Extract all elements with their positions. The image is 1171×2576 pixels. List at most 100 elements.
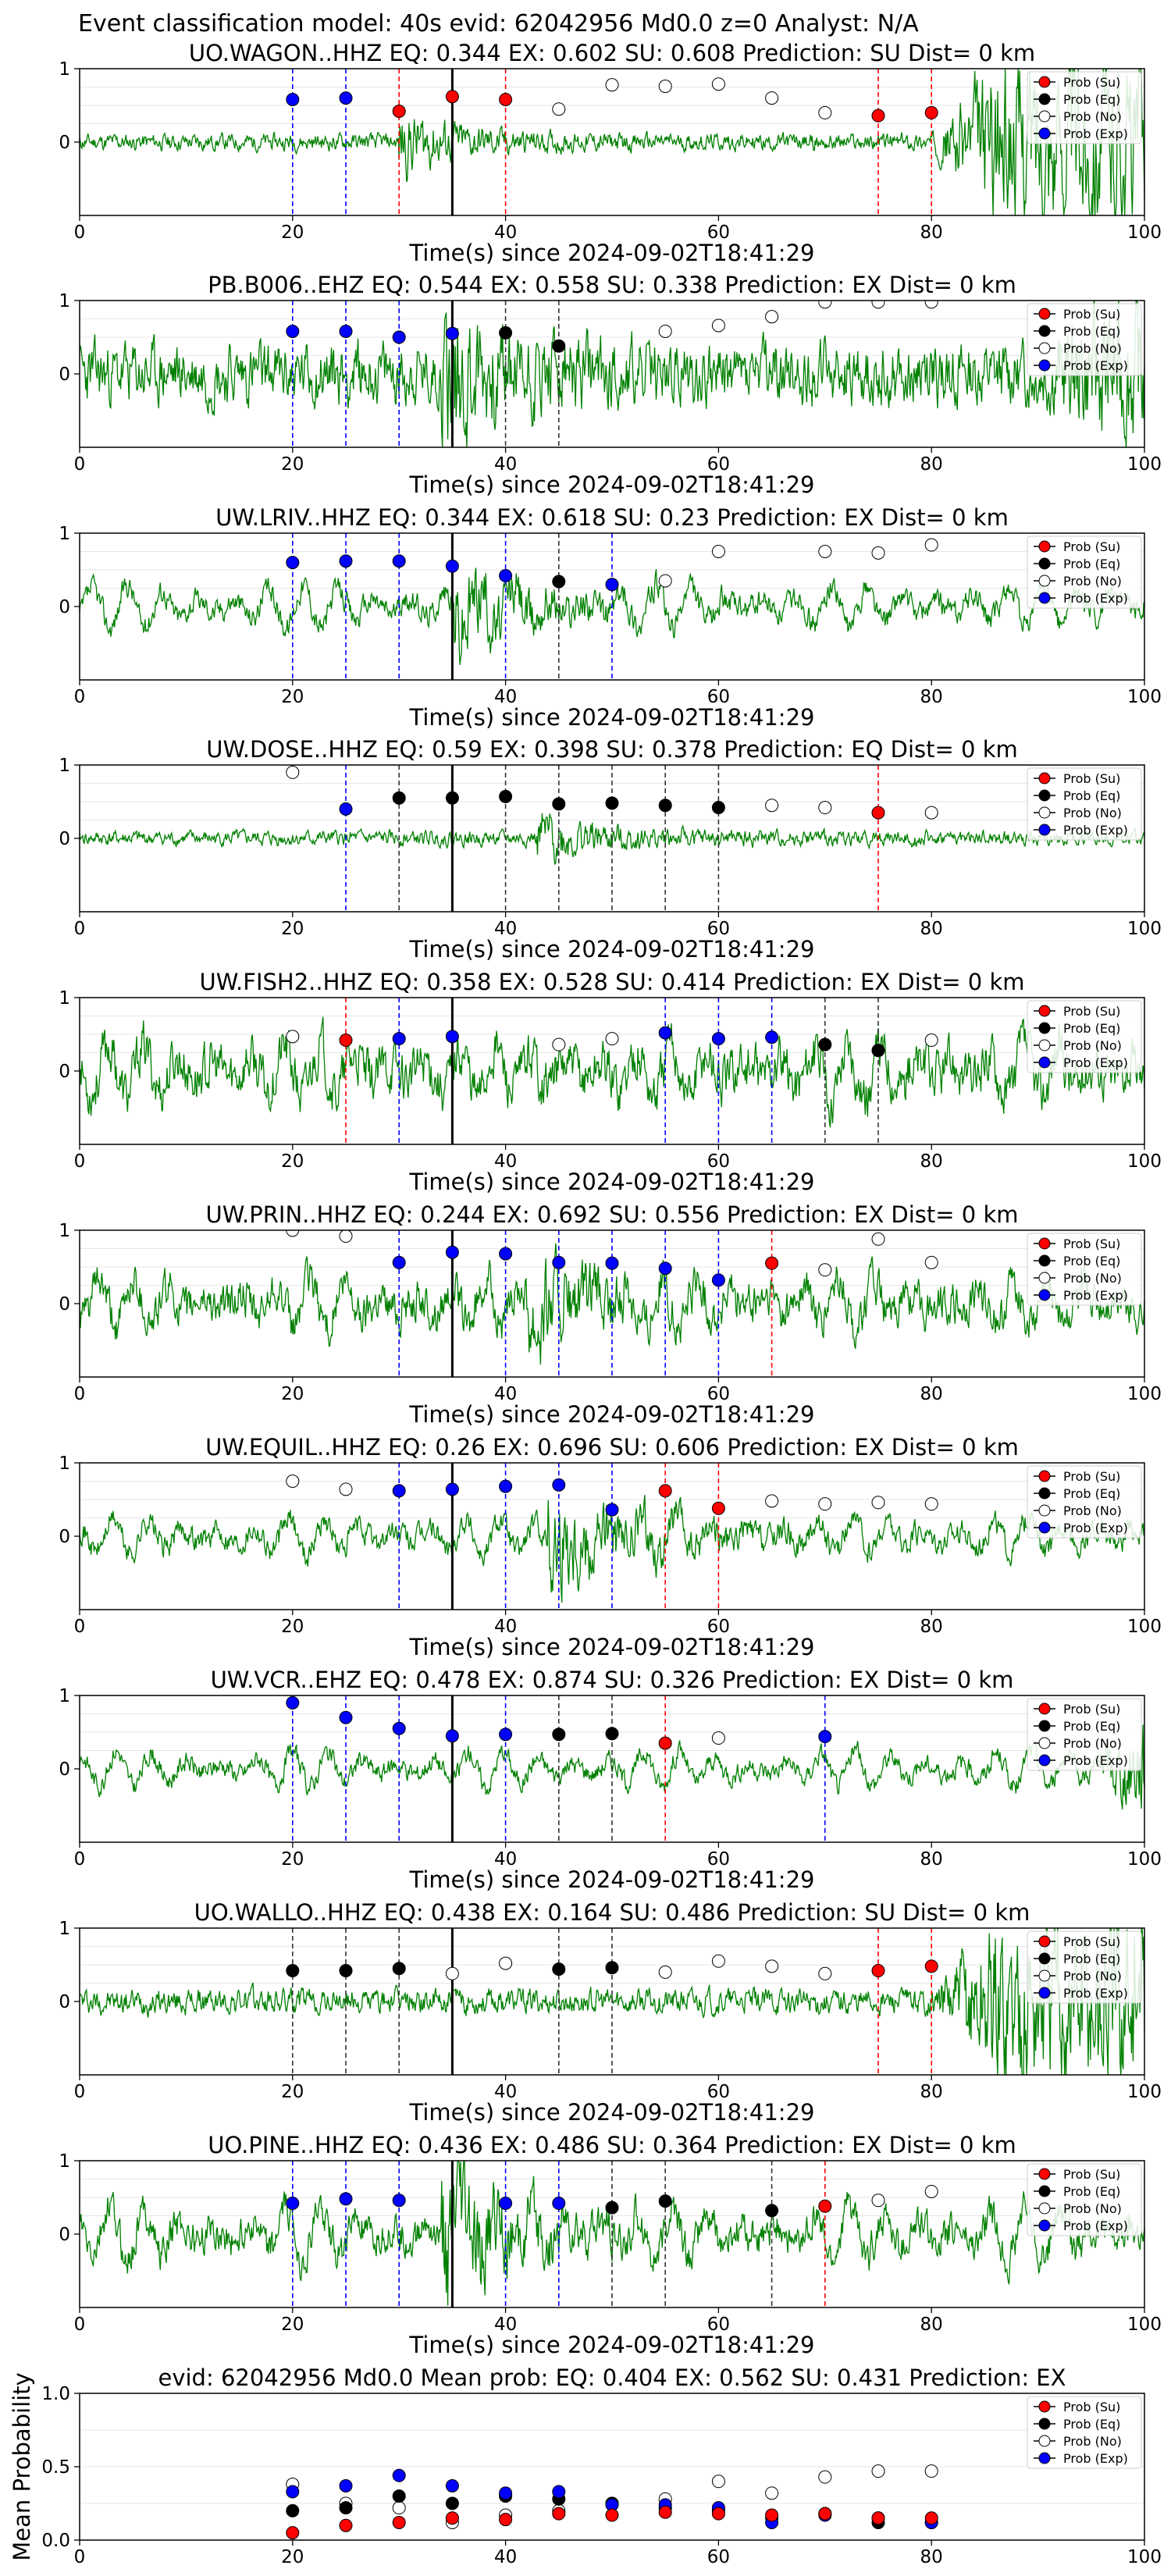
y-tick-label: 0.0 [41,2531,70,2551]
x-tick-label: 40 [494,222,517,243]
x-tick-label: 80 [920,1849,943,1870]
legend: Prob (Su) Prob (Eq) Prob (No) Prob (Exp) [1027,2396,1142,2469]
prob-point-no [286,1475,300,1488]
y-tick-label: 0 [59,1294,70,1315]
x-tick-label: 40 [494,2547,517,2567]
prob-point-exp [605,1503,619,1517]
y-tick-label: 0 [59,133,70,153]
prob-point-exp [286,92,300,106]
legend-marker-no [1038,1969,1051,1982]
legend-label: Prob (No) [1063,1038,1122,1053]
x-tick-label: 40 [494,1617,517,1637]
prob-point-su [499,92,513,106]
prob-point-no [924,2184,938,2198]
waveform-trace [80,1016,1144,1128]
prob-point-exp [605,578,619,592]
legend-box [1027,1465,1142,1539]
y-tick-label: 0 [59,1062,70,1082]
plot-content [80,2429,1144,2540]
x-tick-label: 0 [74,2082,86,2102]
prob-point-exp [499,1727,513,1742]
mean-prob-point-no [711,2475,725,2489]
prob-point-exp [499,2197,513,2211]
plot-content [80,1928,1144,2075]
prob-point-no [658,1965,672,1979]
mean-prob-point-exp [499,2486,513,2500]
prob-point-su [711,1501,725,1515]
legend-label: Prob (Eq) [1063,92,1120,107]
prob-point-exp [711,1273,725,1287]
legend-label: Prob (Su) [1063,307,1120,322]
prob-point-eq [658,2194,672,2208]
x-axis-label: Time(s) since 2024-09-02T18:41:29 [409,936,815,962]
mean-prob-point-su [605,2508,619,2522]
x-tick-label: 20 [281,1849,304,1870]
x-tick-label: 100 [1127,1151,1162,1172]
prob-point-no [818,105,832,119]
prob-point-eq [765,2204,779,2218]
x-tick-label: 100 [1127,1617,1162,1637]
prob-point-exp [818,1730,832,1744]
y-tick-label: 0 [59,1527,70,1547]
y-tick-label: 0 [59,1759,70,1780]
legend-label: Prob (Su) [1063,1004,1120,1019]
legend-marker-eq [1038,2185,1051,2197]
legend-label: Prob (Eq) [1063,1254,1120,1268]
legend-label: Prob (Eq) [1063,557,1120,571]
x-tick-label: 0 [74,1849,86,1870]
x-tick-label: 20 [281,1617,304,1637]
plot-content [80,998,1144,1144]
x-tick-label: 0 [74,687,86,707]
prob-point-no [818,1497,832,1511]
prob-point-no [765,799,779,813]
prob-point-su [871,806,885,820]
legend-marker-no [1038,806,1051,819]
prob-point-exp [286,556,300,570]
prob-point-exp [445,1729,459,1743]
legend-label: Prob (No) [1063,109,1122,124]
legend-label: Prob (Exp) [1063,1521,1128,1535]
prob-point-no [711,545,725,558]
mean-prob-point-no [392,2501,406,2515]
x-tick-label: 100 [1127,687,1162,707]
legend-marker-exp [1038,1289,1051,1301]
x-tick-label: 60 [707,919,730,939]
prob-point-no [871,2194,885,2208]
prob-point-exp [445,1482,459,1496]
prob-point-eq [339,1964,353,1978]
x-tick-label: 0 [74,1151,86,1172]
plot-content [80,2161,1144,2307]
prob-point-no [605,78,619,92]
mean-prob-point-su [658,2505,672,2519]
prob-point-eq [552,575,566,589]
x-tick-label: 40 [494,687,517,707]
x-tick-label: 80 [920,222,943,243]
prob-point-no [658,324,672,338]
legend-marker-no [1038,342,1051,354]
x-tick-label: 0 [74,454,86,475]
prob-point-no [605,1032,619,1046]
legend-label: Prob (No) [1063,806,1122,820]
panel-title: UO.WAGON..HHZ EQ: 0.344 EX: 0.602 SU: 0.… [189,40,1035,66]
x-tick-label: 80 [920,687,943,707]
legend-marker-exp [1038,2219,1051,2232]
prob-point-no [658,574,672,588]
legend-box [1027,535,1142,609]
prob-point-no [871,301,885,309]
mean-prob-point-su [286,2526,300,2540]
y-tick-label: 1 [59,291,70,311]
prob-point-no [818,1263,832,1277]
mean-prob-point-su [499,2513,513,2527]
x-axis-label: Time(s) since 2024-09-02T18:41:29 [409,704,815,731]
y-tick-label: 0 [59,597,70,617]
x-tick-label: 60 [707,222,730,243]
plot-content [80,533,1144,680]
legend-marker-exp [1038,1056,1051,1069]
x-tick-label: 40 [494,1151,517,1172]
legend-label: Prob (Su) [1063,2400,1120,2414]
prob-point-exp [392,1255,406,1269]
prob-point-no [711,1954,725,1968]
prob-point-eq [445,791,459,805]
legend-marker-no [1038,1504,1051,1517]
legend-label: Prob (Eq) [1063,1719,1120,1734]
